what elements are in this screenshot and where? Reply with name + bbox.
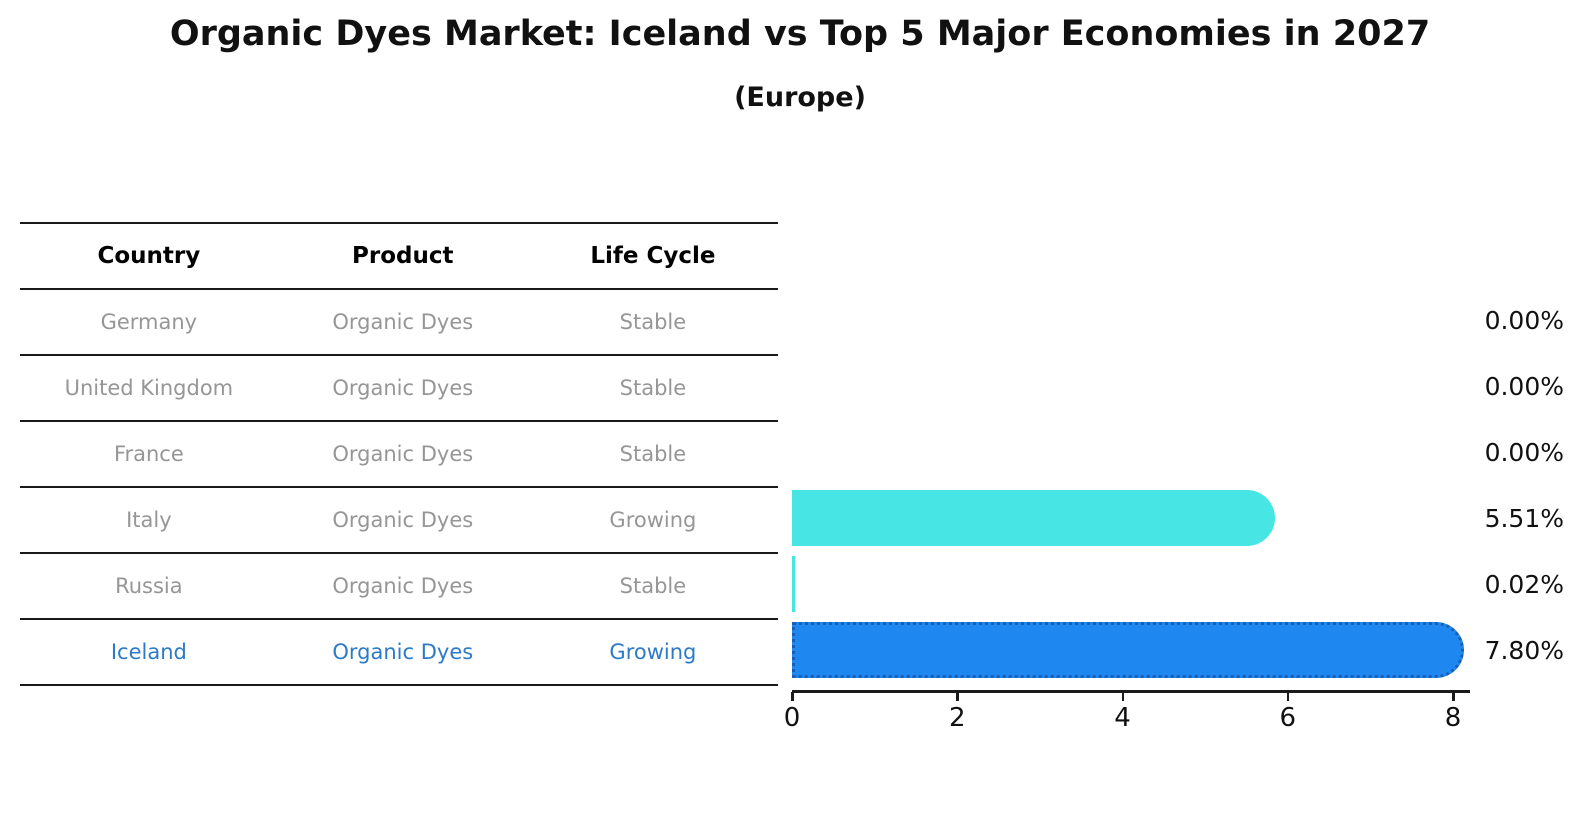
cell-country: Russia [115,574,183,598]
table-row-italy: Italy Organic Dyes Growing [20,486,778,552]
cell-country: Iceland [110,640,187,664]
header-product: Product [352,243,454,269]
x-axis-line [792,690,1470,693]
data-table: Country Product Life Cycle Germany Organ… [20,222,778,686]
x-tick-mark [1121,692,1124,701]
x-tick-label: 8 [1444,703,1462,733]
x-tick-label: 4 [1114,703,1131,733]
table-row-russia: Russia Organic Dyes Stable [20,552,778,618]
cell-product: Organic Dyes [332,508,474,532]
page-subtitle: (Europe) [734,82,866,113]
cell-life-cycle: Stable [619,442,687,466]
value-label-germany: 0.00% [1484,306,1564,335]
cell-product: Organic Dyes [332,442,474,466]
bar-iceland [792,622,1465,678]
bar-russia [792,556,795,612]
cell-life-cycle: Stable [619,574,687,598]
page-title: Organic Dyes Market: Iceland vs Top 5 Ma… [169,14,1431,54]
bar-italy [792,490,1276,546]
x-tick-mark [956,692,959,701]
table-header-row: Country Product Life Cycle [20,222,778,288]
x-tick-label: 0 [783,703,801,733]
x-tick-label: 6 [1279,703,1297,733]
cell-country: France [113,442,184,466]
table-row-united-kingdom: United Kingdom Organic Dyes Stable [20,354,778,420]
cell-country: Germany [100,310,198,334]
x-tick-mark [1452,692,1455,701]
header-country: Country [97,243,201,269]
cell-country: United Kingdom [64,376,234,400]
header-life-cycle: Life Cycle [590,243,716,269]
cell-country: Italy [126,508,172,532]
table-row-germany: Germany Organic Dyes Stable [20,288,778,354]
cell-life-cycle: Stable [619,376,687,400]
cell-product: Organic Dyes [332,640,474,664]
table-row-france: France Organic Dyes Stable [20,420,778,486]
cell-life-cycle: Growing [609,508,697,532]
x-tick-mark [791,692,794,701]
x-tick-mark [1286,692,1290,701]
cell-product: Organic Dyes [332,574,474,598]
table-row-iceland: Iceland Organic Dyes Growing [20,618,778,684]
x-tick-label: 2 [948,703,966,733]
value-label-iceland: 7.80% [1484,636,1564,665]
value-label-united-kingdom: 0.00% [1484,372,1564,401]
cell-product: Organic Dyes [332,376,474,400]
cell-life-cycle: Growing [609,640,697,664]
value-label-russia: 0.02% [1484,570,1564,599]
cell-life-cycle: Stable [619,310,687,334]
value-label-france: 0.00% [1484,438,1564,467]
value-label-italy: 5.51% [1484,504,1564,533]
cell-product: Organic Dyes [332,310,474,334]
